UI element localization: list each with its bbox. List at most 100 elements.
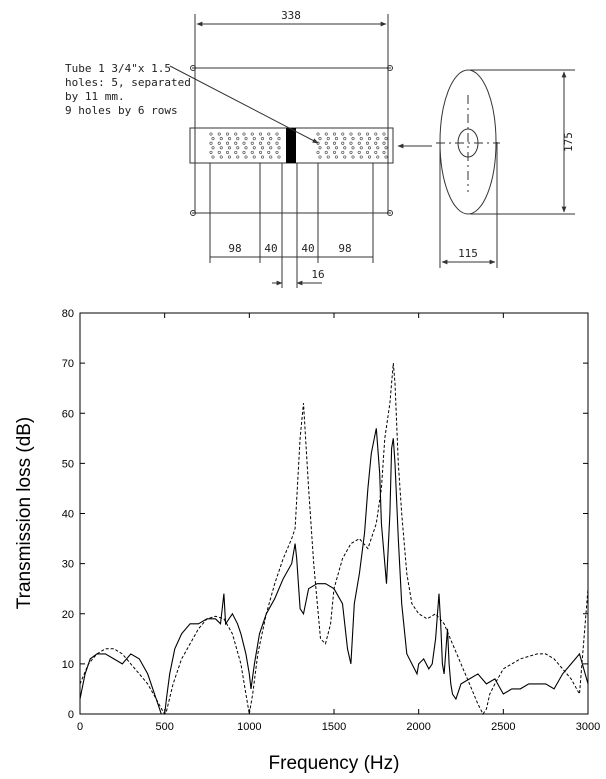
y-tick-label: 30 (62, 559, 74, 571)
tube-hole (365, 150, 370, 154)
tube-hole (211, 155, 215, 159)
tube-hole (357, 132, 361, 136)
tube-hole (252, 155, 256, 159)
side-view: 175 115 (436, 69, 575, 268)
tube-hole (260, 137, 265, 141)
tube-hole (242, 150, 246, 154)
tube-note: Tube 1 3/4"x 1.5 holes: 5, separated by … (65, 62, 191, 117)
y-tick-label: 50 (62, 458, 74, 470)
dim-height: 175 (562, 132, 575, 152)
tube-hole (236, 137, 240, 141)
tube-hole (367, 155, 372, 159)
dim-seg-left: 98 (228, 242, 241, 255)
x-tick-label: 3000 (576, 721, 600, 733)
y-axis: 0 10 20 30 40 50 60 70 80 (62, 308, 588, 721)
tube-hole (269, 155, 273, 159)
tube-hole (349, 150, 353, 154)
dim-seg-mid-left: 40 (264, 242, 277, 255)
dim-width: 115 (458, 247, 478, 260)
y-axis-label: Transmission loss (dB) (14, 417, 35, 610)
tube-hole (357, 150, 361, 154)
x-axis-label: Frequency (Hz) (269, 753, 400, 774)
tube-hole (341, 132, 345, 136)
note-line-3: by 11 mm. (65, 90, 125, 103)
tube-hole (376, 146, 380, 150)
tube-hole (250, 141, 254, 145)
series-line-dashed (79, 363, 589, 715)
tube-hole (318, 146, 322, 150)
tube-hole (234, 132, 238, 136)
tube-hole (244, 155, 248, 159)
note-line-4: 9 holes by 6 rows (65, 104, 178, 117)
tube-hole (334, 137, 339, 141)
tube-hole (225, 150, 230, 154)
tube-hole (326, 146, 330, 150)
tube-hole (260, 155, 265, 159)
x-tick-label: 500 (155, 721, 173, 733)
tube-hole (242, 132, 246, 136)
note-line-1: Tube 1 3/4"x 1.5 (65, 62, 171, 75)
tube-hole (234, 141, 238, 145)
tube-hole (332, 141, 337, 145)
tube-hole (258, 150, 263, 154)
tube-hole (384, 155, 388, 159)
dim-gap: 16 (311, 268, 324, 281)
tube-hole (334, 155, 339, 159)
tube-hole (258, 132, 263, 136)
tube-hole (250, 150, 254, 154)
x-tick-label: 1000 (237, 721, 261, 733)
note-leader-line (169, 65, 319, 144)
tube-hole (324, 132, 328, 136)
tube-hole (258, 141, 263, 145)
tube-hole (382, 132, 386, 136)
x-axis: 0 500 1000 1500 2000 2500 3000 (77, 313, 600, 733)
tube-hole (365, 132, 370, 136)
dim-seg-right: 98 (338, 242, 351, 255)
tube-hole (324, 141, 328, 145)
y-tick-label: 20 (62, 609, 74, 621)
series-line-solid (79, 428, 589, 715)
y-tick-label: 70 (62, 358, 74, 370)
tube-hole (343, 155, 347, 159)
tube-hole (318, 137, 322, 141)
tube-hole (260, 146, 265, 150)
tube-hole (316, 132, 320, 136)
tube-hole (324, 150, 328, 154)
y-tick-label: 80 (62, 308, 74, 320)
plot-frame (79, 312, 589, 715)
tube-hole (244, 146, 248, 150)
tube-hole (359, 146, 363, 150)
tube-hole (351, 155, 355, 159)
tube-hole (374, 141, 378, 145)
tube-hole (217, 141, 221, 145)
tube-hole (334, 146, 339, 150)
tube-hole (384, 146, 388, 150)
tube-hole (382, 141, 386, 145)
x-tick-label: 2500 (491, 721, 515, 733)
tube-hole (209, 141, 213, 145)
y-tick-label: 60 (62, 408, 74, 420)
y-tick-label: 40 (62, 509, 74, 521)
tube-hole (357, 141, 361, 145)
muffler-drawing: 338 Tube 1 3/4"x 1.5 holes: 5, separated… (65, 9, 575, 288)
tube-hole (341, 150, 345, 154)
tube-hole (242, 141, 246, 145)
tube-hole (374, 150, 378, 154)
tube-hole (343, 137, 347, 141)
tube-hole (351, 146, 355, 150)
tube-hole (384, 137, 388, 141)
tube-hole (269, 137, 273, 141)
tube-hole (277, 155, 281, 159)
tube-hole (277, 137, 281, 141)
tube-hole (367, 146, 372, 150)
tube-hole (217, 150, 221, 154)
x-tick-label: 1500 (322, 721, 346, 733)
tube-hole (267, 141, 271, 145)
y-tick-label: 10 (62, 659, 74, 671)
x-tick-label: 0 (77, 721, 83, 733)
tube-hole (318, 155, 322, 159)
tube-hole (374, 132, 378, 136)
tube-hole (316, 150, 320, 154)
tube-hole (365, 141, 370, 145)
